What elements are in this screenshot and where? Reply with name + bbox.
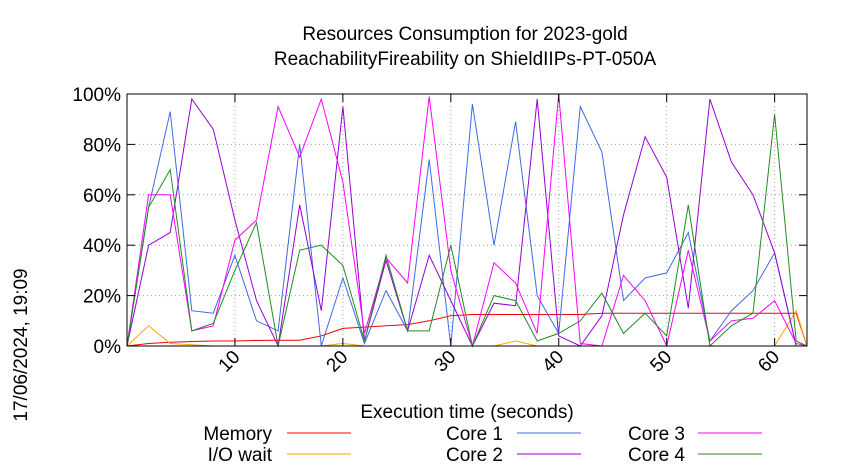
- legend-label-i-o-wait: I/O wait: [208, 445, 273, 466]
- x-axis-label: Execution time (seconds): [360, 402, 573, 423]
- y-tick-label: 80%: [83, 135, 121, 156]
- x-tick-label: 20: [323, 347, 353, 377]
- series-line-core-1: [126, 104, 807, 347]
- chart-subtitle: ReachabilityFireability on ShieldIIPs-PT…: [274, 49, 657, 70]
- legend-label-core-2: Core 2: [446, 445, 503, 466]
- x-tick-label: 60: [754, 347, 784, 377]
- x-tick-label: 10: [215, 347, 245, 377]
- y-tick-label: 40%: [83, 236, 121, 257]
- timestamp-label: 17/06/2024, 19:09: [11, 268, 32, 421]
- series-line-core-2: [126, 97, 807, 348]
- series-layer: [126, 93, 808, 348]
- legend-label-memory: Memory: [203, 424, 272, 445]
- legend-label-core-3: Core 3: [628, 424, 685, 445]
- series-line-memory: [126, 312, 808, 347]
- series-line-core-3: [126, 93, 808, 348]
- grid: [127, 94, 807, 346]
- x-tick-label: 40: [538, 347, 568, 377]
- legend-label-core-4: Core 4: [628, 445, 685, 466]
- y-tick-label: 100%: [72, 85, 121, 106]
- y-tick-label: 0%: [94, 337, 122, 358]
- tick-labels: 0% 20% 40% 60% 80% 100% 10 20 30 40 50 60: [72, 85, 807, 376]
- x-tick-label: 50: [646, 347, 676, 377]
- chart-title: Resources Consumption for 2023-gold: [302, 24, 627, 45]
- y-tick-label: 60%: [83, 186, 121, 207]
- y-tick-label: 20%: [83, 287, 121, 308]
- plot-frame: [126, 93, 808, 347]
- x-tick-label: 30: [431, 347, 461, 377]
- legend-label-core-1: Core 1: [446, 424, 503, 445]
